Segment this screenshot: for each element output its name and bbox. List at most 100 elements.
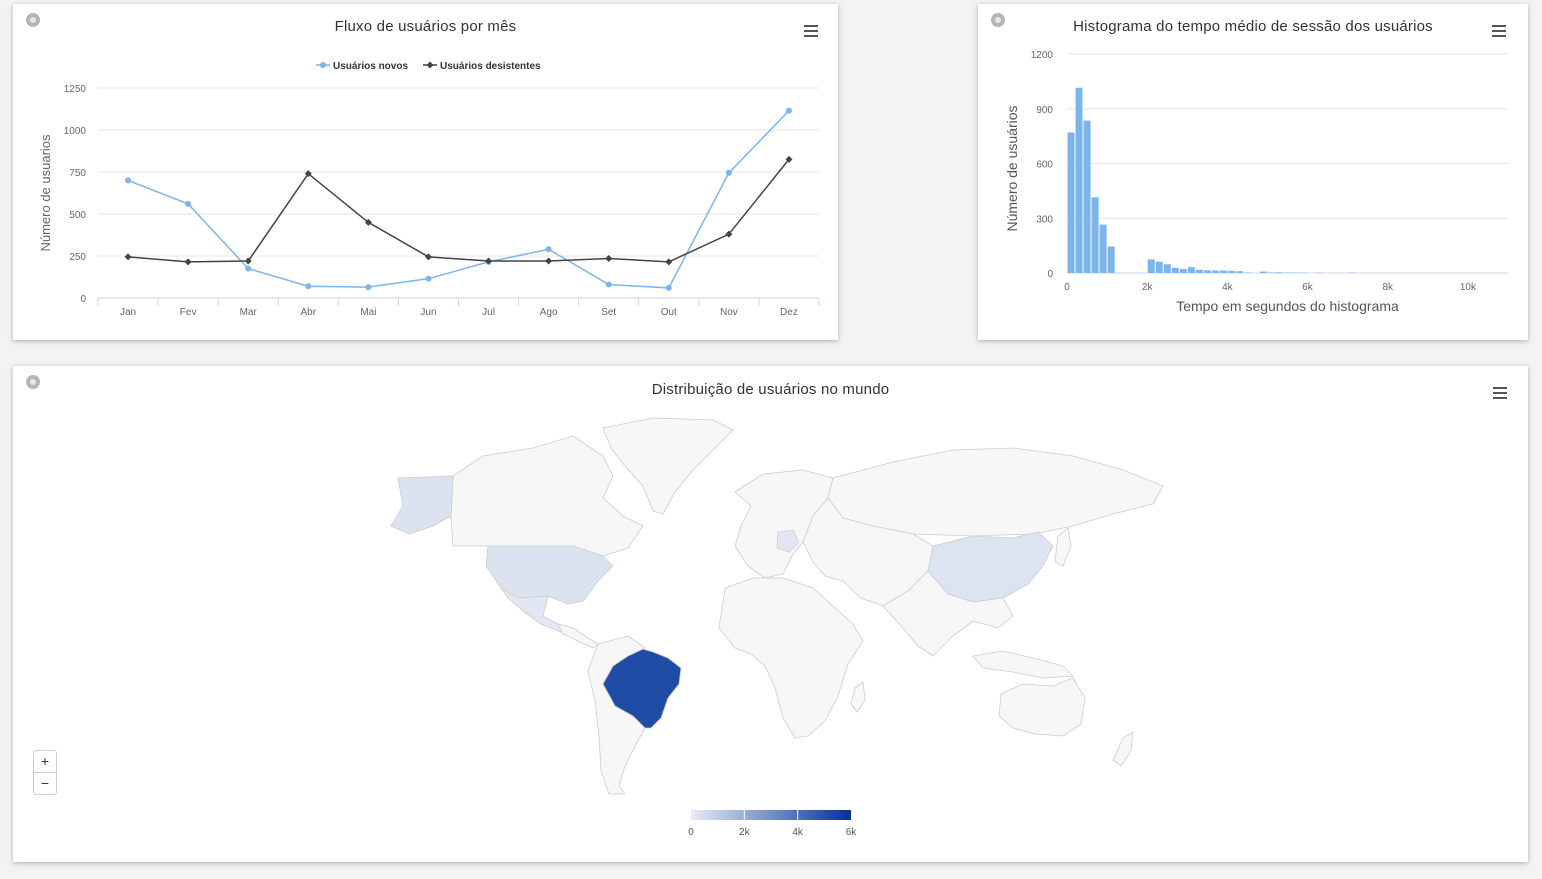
japan-shape	[1054, 527, 1072, 567]
y-tick-label: 1200	[1031, 50, 1054, 61]
histogram-bar	[1235, 271, 1243, 273]
world-map[interactable]: 0 2k 4k 6k	[13, 366, 1528, 862]
x-tick-label: Jun	[420, 307, 436, 318]
legend-label: Usuários desistentes	[440, 61, 541, 72]
data-point	[485, 257, 493, 265]
y-tick-label: 0	[80, 294, 86, 305]
data-point	[184, 258, 192, 266]
colorbar	[691, 810, 851, 820]
histogram-bar	[1075, 87, 1083, 273]
colorbar-tick-label: 2k	[739, 827, 751, 838]
germany-shape	[776, 529, 800, 553]
russia-shape	[827, 447, 1164, 537]
histogram-bar	[1283, 272, 1292, 273]
usa-shape	[485, 545, 614, 605]
europe-shape	[734, 469, 834, 579]
data-point	[124, 253, 132, 261]
y-tick-label: 0	[1047, 269, 1053, 280]
map-zoom-controls: + −	[33, 750, 57, 795]
legend-marker	[320, 62, 326, 68]
x-tick-label: Abr	[301, 307, 317, 318]
line-chart-menu-icon[interactable]	[804, 25, 818, 37]
panel-handle-icon[interactable]	[991, 13, 1005, 27]
x-tick-label: Ago	[540, 307, 558, 318]
x-tick-label: Nov	[720, 307, 738, 318]
y-tick-label: 1000	[64, 126, 87, 137]
data-point	[725, 169, 732, 176]
data-point	[185, 200, 192, 207]
line-chart-title: Fluxo de usuários por mês	[334, 18, 517, 35]
data-point	[665, 284, 672, 291]
x-tick-label: Fev	[180, 307, 197, 318]
histogram-bar	[1155, 261, 1163, 273]
africa-shape	[718, 577, 864, 739]
x-tick-label: 6k	[1302, 282, 1314, 293]
greenland-shape	[602, 417, 734, 515]
histogram-panel: Histograma do tempo médio de sessão dos …	[978, 4, 1528, 340]
indonesia-shape	[972, 650, 1074, 679]
histogram-bar	[1219, 270, 1227, 273]
histogram-bar	[1171, 267, 1179, 273]
data-point	[244, 257, 252, 265]
legend-marker	[426, 61, 434, 69]
histogram-chart: 0 300 600 900 1200 0 2k 4k 6k 8k 10k Tempo em segun…	[1004, 50, 1508, 314]
histogram-bar	[1099, 224, 1107, 273]
y-tick-label: 250	[69, 252, 86, 263]
histogram-bar	[1187, 267, 1195, 273]
data-point	[725, 230, 733, 238]
histogram-bar	[1067, 132, 1075, 273]
histogram-bar	[1227, 270, 1235, 273]
alaska-shape	[390, 475, 454, 535]
line-chart: 0 250 500 750 1000 1250 Jan Fev Mar Abr Mai Jun Jul A…	[38, 61, 820, 318]
panel-handle-icon[interactable]	[26, 13, 40, 27]
madagascar-shape	[850, 681, 866, 713]
y-tick-label: 300	[1036, 214, 1053, 225]
data-point	[365, 284, 372, 291]
data-point	[785, 107, 792, 114]
data-point	[545, 246, 552, 253]
histogram-menu-icon[interactable]	[1492, 25, 1506, 37]
colorbar-tick-label: 4k	[792, 827, 804, 838]
x-tick-label: Dez	[780, 307, 798, 318]
x-tick-label: Set	[601, 307, 616, 318]
map-menu-icon[interactable]	[1493, 387, 1507, 399]
zoom-in-button[interactable]: +	[40, 753, 50, 769]
y-tick-label: 600	[1036, 160, 1053, 171]
legend-label: Usuários novos	[333, 61, 408, 72]
y-tick-label: 1250	[64, 84, 87, 95]
colorbar-tick-label: 0	[688, 827, 694, 838]
histogram-bar	[1083, 120, 1091, 273]
histogram-title: Histograma do tempo médio de sessão dos …	[1073, 18, 1433, 35]
data-point	[605, 281, 612, 288]
china-shape	[927, 531, 1054, 603]
zoom-out-button[interactable]: −	[34, 772, 56, 794]
data-point	[665, 258, 673, 266]
data-point	[424, 253, 432, 261]
series-line	[127, 158, 790, 263]
data-point	[425, 275, 432, 282]
new-zealand-shape	[1112, 731, 1134, 767]
x-tick-label: Jan	[120, 307, 136, 318]
data-point	[304, 170, 312, 178]
canada-shape	[450, 435, 644, 557]
brazil-shape	[602, 648, 682, 729]
histogram-bar	[1091, 197, 1099, 273]
x-tick-label: 8k	[1382, 282, 1394, 293]
colorbar-tick-label: 6k	[846, 827, 858, 838]
histogram-bar	[1147, 259, 1155, 273]
histogram-bar	[1107, 246, 1115, 273]
data-point	[305, 283, 312, 290]
x-tick-label: Out	[661, 307, 677, 318]
x-axis-label: Tempo em segundos do histograma	[1176, 298, 1399, 314]
x-tick-label: 10k	[1460, 282, 1477, 293]
x-tick-label: Mai	[360, 307, 376, 318]
histogram-bar	[1195, 269, 1203, 273]
x-tick-label: Jul	[482, 307, 495, 318]
y-axis-label: Número de usuarios	[38, 134, 53, 252]
data-point	[245, 265, 252, 272]
panel-handle-icon[interactable]	[26, 375, 40, 389]
y-tick-label: 500	[69, 210, 86, 221]
histogram-bar	[1243, 272, 1251, 273]
data-point	[125, 177, 132, 184]
south-asia-shape	[882, 570, 1014, 657]
